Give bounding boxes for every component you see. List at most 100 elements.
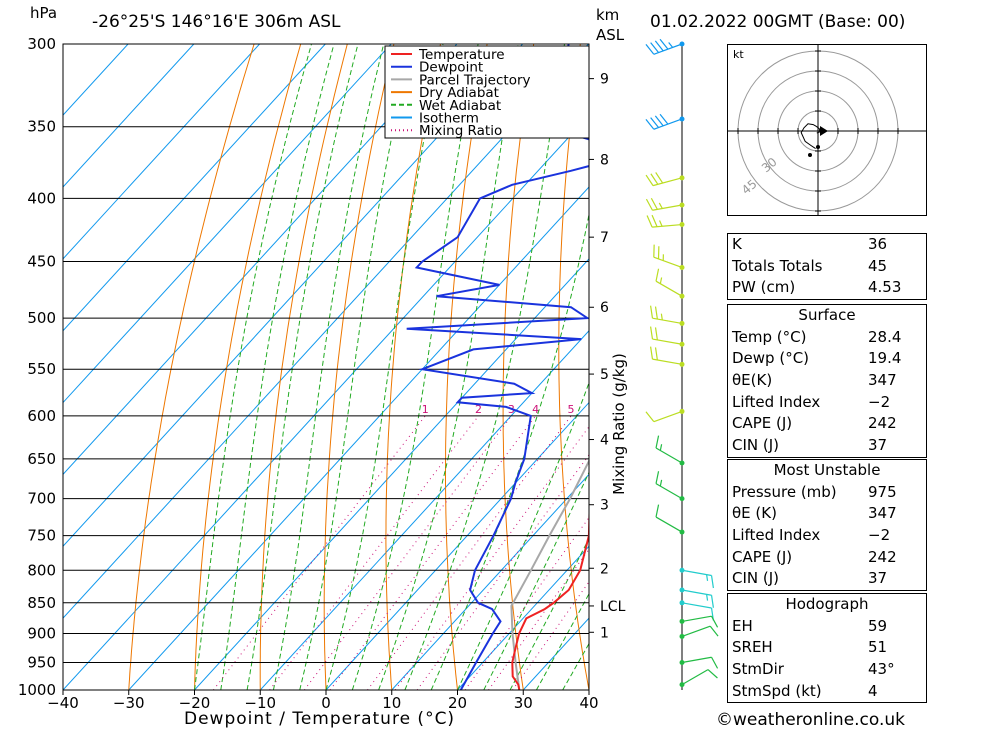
isotherm-line <box>63 44 458 476</box>
storm-motion-marker <box>820 126 828 136</box>
wind-level-dot <box>679 659 685 665</box>
mixing-ratio-line <box>329 415 536 690</box>
hodograph-row: StmDir 43° <box>732 660 895 679</box>
wind-barb-flag <box>650 197 658 210</box>
wet-adiabat-line <box>535 592 589 690</box>
legend-label: Dry Adiabat <box>419 85 499 101</box>
wind-barb-flag <box>659 444 663 451</box>
plot-frame <box>62 43 590 691</box>
pressure-label: 500 <box>27 309 56 327</box>
pressure-label: 300 <box>27 35 56 53</box>
wind-barb-staff <box>681 615 712 623</box>
km-tick-label: 8 <box>600 152 609 168</box>
legend-label: Mixing Ratio <box>419 123 502 139</box>
wind-level-dot <box>679 341 685 347</box>
datetime-title: 01.02.2022 00GMT (Base: 00) <box>650 12 906 32</box>
dry-adiabat-line <box>665 44 720 690</box>
surface-row: CIN (J) 37 <box>732 436 888 455</box>
wet-adiabat-line <box>457 381 589 690</box>
isotherm-line <box>63 44 326 332</box>
wind-barb-staff <box>655 516 683 533</box>
wind-barb-staff <box>681 625 711 638</box>
wind-level-dot <box>679 293 685 299</box>
wind-level-dot <box>679 41 685 47</box>
index-row-pw: PW (cm) 4.53 <box>732 278 902 297</box>
pressure-label: 1000 <box>18 681 56 699</box>
mixing-ratio-label: 16 <box>656 403 670 416</box>
legend-label: Parcel Trajectory <box>419 72 531 88</box>
wind-barb-flag <box>655 471 660 484</box>
x-tick-label: 0 <box>321 694 331 712</box>
x-tick-label: 30 <box>514 694 533 712</box>
wind-level-dot <box>679 320 685 326</box>
most-unstable-table: Most Unstable Pressure (mb) 975 θE (K) 347… <box>727 459 927 592</box>
pressure-label: 600 <box>27 407 56 425</box>
wind-barb-flag <box>654 115 664 127</box>
pressure-label: 750 <box>27 527 56 545</box>
mixing-ratio-label: 20 <box>678 403 692 416</box>
mixing-ratio-line <box>416 454 589 690</box>
wind-level-dot <box>679 567 685 573</box>
isotherm-line <box>63 44 589 619</box>
isotherm-line <box>457 545 589 690</box>
isotherm-line <box>63 44 523 548</box>
wind-barb-flag <box>645 411 655 423</box>
wind-barb-flag <box>645 118 655 130</box>
mixing-ratio-line <box>367 415 572 690</box>
asl-label: ASL <box>596 26 625 44</box>
wind-level-dot <box>679 682 685 688</box>
hodograph-point <box>808 153 812 157</box>
hodograph-trace <box>800 123 821 150</box>
wind-level-dot <box>679 116 685 122</box>
wind-level-dot <box>679 618 685 624</box>
mixing-ratio-line <box>464 516 589 690</box>
dewpoint-curve <box>406 44 589 690</box>
wind-barb-flag <box>655 504 660 518</box>
wind-barb-flag <box>660 313 663 321</box>
wind-barb-staff <box>681 602 712 609</box>
legend-label: Isotherm <box>419 111 479 127</box>
km-tick-label: 9 <box>600 72 609 88</box>
wind-level-dot <box>679 408 685 414</box>
mixing-ratio-label: 5 <box>568 403 575 416</box>
unstable-row: CAPE (J) 242 <box>732 547 897 566</box>
km-tick-label: LCL <box>600 599 626 615</box>
wet-adiabat-line <box>483 471 589 690</box>
wind-profile <box>645 38 719 690</box>
legend-label: Dewpoint <box>419 60 483 76</box>
wind-barb-flag <box>650 42 659 53</box>
x-tick-label: 40 <box>579 694 598 712</box>
wind-barb-flag <box>659 38 669 50</box>
wet-adiabat-line <box>299 44 413 690</box>
wind-level-dot <box>679 496 685 502</box>
wind-barb-flag <box>668 42 674 48</box>
wind-barb-flag <box>707 669 718 679</box>
wind-barb-flag <box>706 574 709 581</box>
most-unstable-title: Most Unstable <box>773 461 881 479</box>
wind-level-dot <box>679 460 685 466</box>
mixing-ratio-line <box>512 580 589 690</box>
legend-label: Temperature <box>418 47 505 63</box>
isotherm-line <box>194 258 589 690</box>
wind-barb-staff <box>681 669 709 686</box>
pressure-label: 450 <box>27 253 56 271</box>
hodograph-panel: kt 30 45 <box>727 44 927 216</box>
wind-barb-flag <box>654 347 658 361</box>
isotherm-line <box>391 473 589 690</box>
wind-barb-flag <box>646 215 653 228</box>
km-tick-label: 2 <box>600 561 609 577</box>
wind-level-dot <box>679 600 685 606</box>
dry-adiabat-line <box>385 44 441 690</box>
wind-barb-flag <box>650 346 654 360</box>
wind-barb-flag <box>654 40 664 52</box>
isotherm-line <box>63 114 589 690</box>
wet-adiabat-line <box>509 537 589 690</box>
pressure-label: 350 <box>27 118 56 136</box>
hodograph-point <box>816 145 820 149</box>
isotherm-line <box>63 44 392 404</box>
copyright-footer[interactable]: ©weatheronline.co.uk <box>716 710 906 730</box>
pressure-label: 950 <box>27 653 56 671</box>
general-indices-table: K 36 Totals Totals 45 PW (cm) 4.53 <box>727 233 927 301</box>
wind-barb-flag <box>659 113 669 125</box>
